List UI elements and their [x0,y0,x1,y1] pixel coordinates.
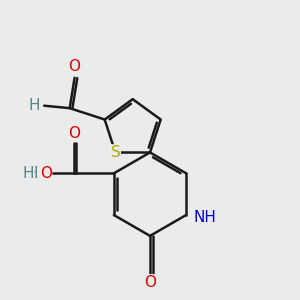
Text: O: O [68,126,80,141]
Text: O: O [69,59,81,74]
Text: H: H [28,98,40,113]
Text: O: O [144,275,156,290]
Text: S: S [110,145,120,160]
Text: H: H [22,166,34,181]
Text: NH: NH [193,210,216,225]
Text: H: H [26,166,38,181]
Text: O: O [40,166,52,181]
